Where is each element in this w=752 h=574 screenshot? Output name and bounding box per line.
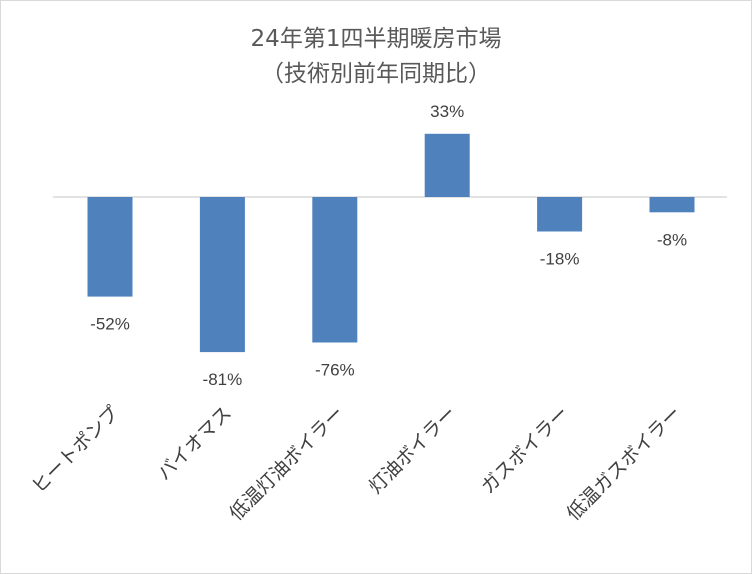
bar-3	[312, 197, 358, 343]
category-label-5: ガスボイラー	[477, 402, 573, 498]
category-label-1: ヒートポンプ	[28, 402, 124, 498]
bar-5	[537, 197, 583, 232]
bar-6	[649, 197, 695, 213]
bar-1	[87, 197, 133, 297]
category-label-6: 低温ガスボイラー	[562, 402, 685, 525]
bar-2	[199, 197, 245, 353]
category-label-3: 低温灯油ボイラー	[225, 402, 348, 525]
chart-title: 24年第1四半期暖房市場	[251, 26, 502, 52]
data-label-1: -52%	[90, 315, 130, 334]
category-label-2: バイオマス	[153, 402, 236, 485]
data-label-6: -8%	[657, 230, 687, 249]
bar-4	[424, 133, 470, 197]
data-label-4: 33%	[430, 102, 464, 121]
chart-subtitle: （技術別前年同期比）	[261, 61, 491, 87]
data-label-5: -18%	[540, 250, 580, 269]
category-label-4: 灯油ボイラー	[365, 402, 461, 498]
data-label-2: -81%	[203, 370, 243, 389]
data-label-3: -76%	[315, 361, 355, 380]
